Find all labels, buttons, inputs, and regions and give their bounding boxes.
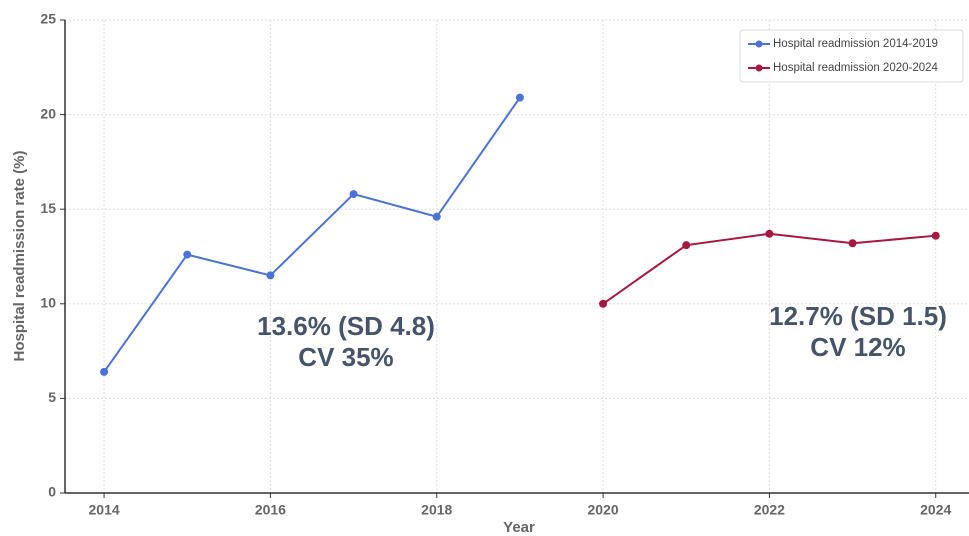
y-tick-label: 5	[48, 389, 56, 405]
x-axis-label: Year	[503, 519, 535, 536]
legend-marker	[755, 64, 763, 72]
x-tick-label: 2016	[255, 502, 286, 518]
y-tick-label: 10	[40, 295, 56, 311]
y-tick-label: 25	[40, 11, 56, 27]
y-tick-label: 15	[40, 200, 56, 216]
x-tick-label: 2022	[754, 502, 785, 518]
point	[349, 190, 358, 199]
annotation: 13.6% (SD 4.8)	[257, 311, 435, 341]
point	[100, 367, 109, 376]
series-line	[103, 96, 521, 373]
y-axis-label: Hospital readmission rate (%)	[11, 151, 28, 362]
legend-label: Hospital readmission 2020-2024	[773, 62, 939, 74]
annotation: 12.7% (SD 1.5)	[769, 301, 947, 331]
annotation: CV 12%	[810, 332, 905, 362]
point	[599, 299, 608, 308]
point	[682, 241, 691, 250]
x-tick-label: 2024	[920, 502, 951, 518]
annotation: CV 35%	[298, 342, 393, 372]
x-tick-label: 2020	[587, 502, 618, 518]
point	[931, 231, 940, 240]
y-tick-label: 0	[48, 484, 56, 500]
legend-marker	[755, 40, 763, 48]
y-tick-label: 20	[40, 105, 56, 121]
legend-label: Hospital readmission 2014-2019	[773, 38, 938, 50]
point	[515, 93, 524, 102]
x-tick-label: 2014	[89, 502, 120, 518]
x-tick-label: 2018	[421, 502, 452, 518]
point	[432, 212, 441, 221]
point	[183, 250, 192, 259]
legend-box	[739, 29, 964, 83]
point	[765, 229, 774, 238]
point	[848, 239, 857, 248]
point	[266, 271, 275, 280]
